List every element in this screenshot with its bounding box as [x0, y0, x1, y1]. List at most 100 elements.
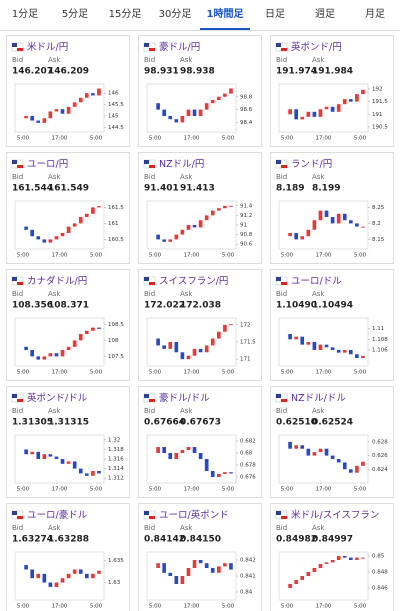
y-tick-label: 98.6 [240, 107, 253, 113]
x-tick-label: 17:00 [52, 604, 68, 610]
x-tick-label: 5:00 [90, 253, 103, 259]
pair-name: ユーロ/円 [27, 159, 68, 170]
candle [229, 324, 233, 326]
candle [349, 557, 353, 560]
pair-name: NZドル/ドル [291, 393, 346, 404]
candle [180, 352, 185, 360]
candle [318, 448, 323, 453]
chart-frame [146, 434, 237, 484]
flag-icon [281, 165, 287, 168]
candle [24, 449, 28, 455]
candle [72, 223, 77, 227]
candle [217, 208, 221, 211]
y-tick-label: 161 [108, 221, 119, 227]
candle [229, 88, 233, 94]
chart-frame [14, 434, 105, 484]
tab[interactable]: 5分足 [61, 9, 89, 20]
candle [361, 461, 365, 466]
candle [306, 229, 311, 237]
rate-card[interactable]: ランド/円 Bid Ask 8.189 8.199 8.25 8.2 8.15 5:00 17:0… [270, 152, 394, 264]
bid-label: Bid [276, 407, 287, 415]
y-tick-label: 0.628 [372, 439, 388, 445]
candle [85, 473, 89, 476]
candle [300, 236, 305, 240]
candle [318, 109, 323, 117]
candle [361, 557, 365, 559]
tab[interactable]: 月足 [365, 9, 385, 20]
candle [91, 93, 95, 96]
ask-price: 161.549 [48, 184, 89, 194]
candle [162, 563, 166, 573]
bid-label: Bid [144, 524, 155, 532]
flag-icon [276, 511, 281, 515]
candle [60, 233, 65, 237]
candle [336, 213, 341, 224]
y-tick-label: 98.4 [240, 120, 253, 126]
flag-icon [144, 43, 149, 47]
candle [168, 116, 173, 120]
candle [156, 103, 160, 110]
y-tick-label: 1.316 [108, 457, 124, 463]
tab[interactable]: 15分足 [108, 9, 142, 20]
bid-price: 108.356 [12, 301, 53, 311]
candle [318, 210, 323, 221]
y-tick-label: 1.108 [372, 337, 388, 343]
x-tick-label: 17:00 [316, 487, 332, 493]
candle [361, 355, 365, 358]
ask-price: 0.62524 [312, 418, 353, 428]
candle [78, 217, 83, 224]
flag-icon [276, 160, 281, 164]
candle [180, 116, 185, 123]
flag-icon [281, 48, 287, 51]
x-tick-label: 5:00 [281, 487, 294, 493]
candle [66, 461, 71, 464]
candle [30, 229, 34, 237]
candle [42, 118, 47, 123]
chart-frame [278, 551, 369, 601]
x-tick-label: 5:00 [149, 136, 162, 142]
candle [306, 342, 311, 345]
candle [288, 441, 292, 449]
y-tick-label: 90.8 [240, 232, 253, 238]
ask-price: 172.038 [180, 301, 221, 311]
candle [294, 445, 298, 449]
candle [217, 474, 221, 477]
candle [336, 556, 341, 560]
candle [36, 451, 41, 459]
candle [48, 582, 53, 587]
candle [174, 234, 179, 240]
ask-price: 191.984 [312, 67, 353, 77]
candle [294, 233, 298, 240]
tab[interactable]: 1分足 [11, 9, 39, 20]
candle [288, 233, 292, 237]
tab[interactable]: 1時間足 [200, 0, 250, 30]
candle [192, 560, 197, 568]
candle [24, 116, 28, 119]
tab[interactable]: 日足 [265, 9, 285, 20]
tab[interactable]: 30分足 [158, 9, 192, 20]
ask-label: Ask [312, 290, 325, 298]
candle [54, 582, 59, 587]
candle [66, 226, 71, 233]
x-tick-label: 5:00 [90, 136, 103, 142]
candle [324, 448, 329, 456]
y-tick-label: 1.318 [108, 447, 124, 453]
y-tick-label: 145 [108, 114, 119, 120]
tab[interactable]: 週足 [315, 9, 335, 20]
candle [162, 345, 166, 349]
pair-name: スイスフラン/円 [159, 276, 228, 287]
